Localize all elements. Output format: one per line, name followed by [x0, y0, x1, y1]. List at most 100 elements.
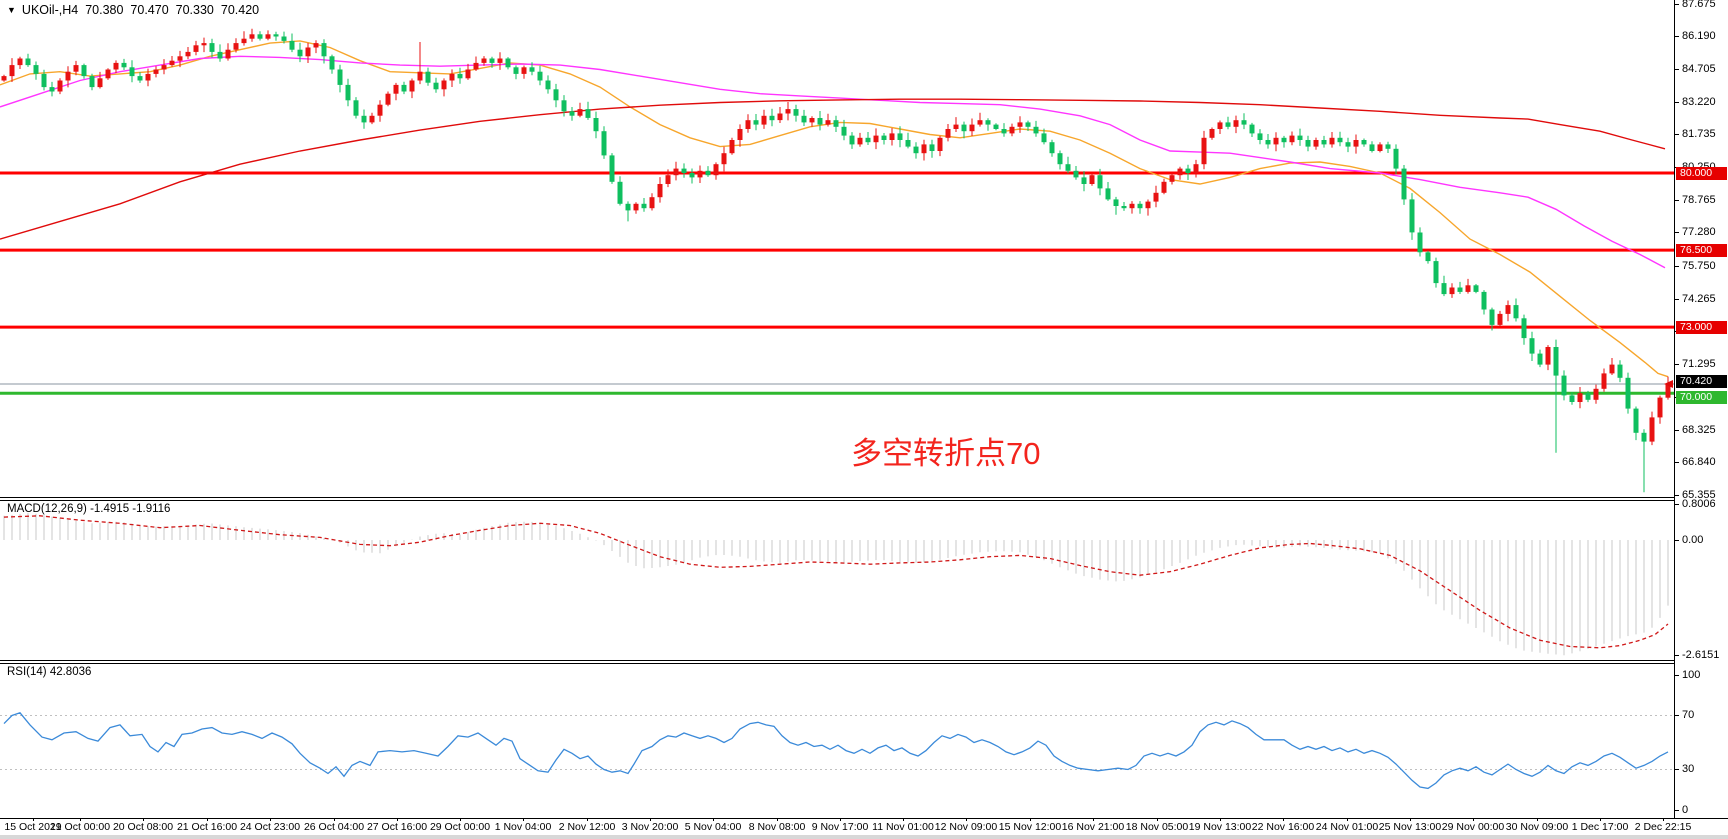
time-label: 9 Nov 17:00: [811, 821, 869, 833]
price-badge-70.000: 70.000: [1676, 390, 1727, 404]
macd-label: MACD(12,26,9) -1.4915 -1.9116: [7, 503, 171, 515]
time-label: 30 Nov 09:00: [1505, 821, 1569, 833]
time-tick: [1537, 818, 1538, 821]
time-tick: [1157, 818, 1158, 821]
time-label: 24 Nov 01:00: [1315, 821, 1379, 833]
macd-tick-label: 0.00: [1682, 533, 1704, 546]
price-tick-label: 74.265: [1682, 292, 1716, 305]
price-tick: [1675, 101, 1679, 103]
time-tick: [270, 818, 271, 821]
panel-separator[interactable]: [0, 500, 1674, 501]
price-badge-73.000: 73.000: [1676, 320, 1727, 334]
time-label: 25 Nov 13:00: [1378, 821, 1442, 833]
panel-separator[interactable]: [0, 660, 1674, 661]
time-tick: [777, 818, 778, 821]
rsi-tick: [1675, 674, 1679, 676]
time-tick: [80, 818, 81, 821]
time-tick: [1600, 818, 1601, 821]
time-label: 12 Nov 09:00: [934, 821, 998, 833]
time-axis-border: [0, 818, 1728, 819]
panel-separator[interactable]: [0, 663, 1674, 664]
time-label: 3 Nov 20:00: [621, 821, 679, 833]
time-label: 29 Nov 00:00: [1441, 821, 1505, 833]
price-badge-80.000: 80.000: [1676, 166, 1727, 180]
time-label: 1 Dec 17:00: [1571, 821, 1629, 833]
rsi-chart: [0, 712, 1674, 790]
time-tick: [1283, 818, 1284, 821]
price-tick: [1675, 364, 1679, 366]
time-tick: [1473, 818, 1474, 821]
time-label: 5 Nov 04:00: [684, 821, 742, 833]
time-label: 24 Oct 23:00: [239, 821, 301, 833]
price-tick: [1675, 36, 1679, 38]
rsi-panel[interactable]: [0, 664, 1674, 817]
macd-chart: [3, 513, 1669, 656]
price-tick: [1675, 68, 1679, 70]
macd-tick-label: -2.6151: [1682, 648, 1720, 661]
price-tick-label: 71.295: [1682, 358, 1716, 371]
time-label: 21 Oct 16:00: [176, 821, 238, 833]
time-tick: [713, 818, 714, 821]
last-price-arrow: [1664, 380, 1673, 388]
time-tick: [587, 818, 588, 821]
time-tick: [1220, 818, 1221, 821]
time-tick: [840, 818, 841, 821]
rsi-tick: [1675, 715, 1679, 716]
price-tick: [1675, 3, 1679, 5]
price-tick-label: 81.735: [1682, 128, 1716, 141]
time-tick: [397, 818, 398, 821]
time-tick: [1030, 818, 1031, 821]
time-axis[interactable]: 15 Oct 2021 19 Oct 00:00 20 Oct 08:00 21 Oc…: [0, 818, 1728, 835]
time-tick: [523, 818, 524, 821]
rsi-label: RSI(14) 42.8036: [7, 666, 92, 678]
time-label: 1 Nov 04:00: [494, 821, 552, 833]
price-tick-label: 66.840: [1682, 456, 1716, 469]
time-label: 29 Oct 00:00: [429, 821, 491, 833]
ohlc-high: 70.470: [130, 3, 169, 17]
time-label: 11 Nov 01:00: [872, 821, 934, 833]
macd-tick: [1675, 539, 1679, 541]
price-axis-border: [1674, 0, 1675, 818]
time-tick: [650, 818, 651, 821]
price-chart-panel[interactable]: [0, 0, 1674, 497]
time-label: 8 Nov 08:00: [748, 821, 806, 833]
macd-tick-label: 0.8006: [1682, 498, 1716, 511]
time-label: 27 Oct 16:00: [366, 821, 428, 833]
price-tick-label: 87.675: [1682, 0, 1716, 10]
price-tick: [1675, 266, 1679, 268]
annotation-text: 多空转折点70: [851, 436, 1041, 471]
time-label: 15 Oct 2021: [4, 821, 62, 833]
panel-separator[interactable]: [0, 497, 1674, 498]
symbol-dropdown-icon[interactable]: ▼: [7, 5, 16, 15]
time-label: 26 Oct 04:00: [303, 821, 365, 833]
symbol-label: UKOil-,H4: [21, 3, 79, 17]
time-tick: [1663, 818, 1664, 821]
price-badge-76.500: 76.500: [1676, 243, 1727, 257]
price-badge-70.420: 70.420: [1676, 375, 1727, 389]
macd-signal-line: [3, 515, 1669, 649]
symbol-header[interactable]: ▼ UKOil-,H4 70.380 70.470 70.330 70.420: [7, 3, 259, 17]
price-tick-label: 86.190: [1682, 30, 1716, 43]
ohlc-close: 70.420: [220, 3, 260, 17]
time-label: 2 Dec 22:15: [1634, 821, 1692, 833]
time-tick: [1093, 818, 1094, 821]
time-label: 18 Nov 05:00: [1125, 821, 1189, 833]
price-tick-label: 75.750: [1682, 260, 1716, 273]
window-bottom-strip: [0, 835, 1728, 839]
price-tick-label: 84.705: [1682, 62, 1716, 75]
price-tick-label: 65.355: [1682, 488, 1716, 501]
ohlc-low: 70.330: [175, 3, 214, 17]
rsi-tick-label: 0: [1682, 803, 1689, 816]
price-axis[interactable]: 87.67586.19084.70583.22081.73580.25078.7…: [1675, 0, 1728, 818]
time-label: 22 Nov 16:00: [1251, 821, 1315, 833]
slow-ma-red: [0, 98, 1666, 240]
macd-panel[interactable]: [0, 501, 1674, 660]
price-tick-label: 68.325: [1682, 423, 1716, 436]
price-tick: [1675, 298, 1679, 300]
time-label: 19 Nov 13:00: [1188, 821, 1252, 833]
time-tick: [1410, 818, 1411, 821]
price-tick: [1675, 232, 1679, 234]
rsi-tick-label: 100: [1682, 668, 1701, 681]
time-tick: [966, 818, 967, 821]
price-tick: [1675, 199, 1679, 201]
